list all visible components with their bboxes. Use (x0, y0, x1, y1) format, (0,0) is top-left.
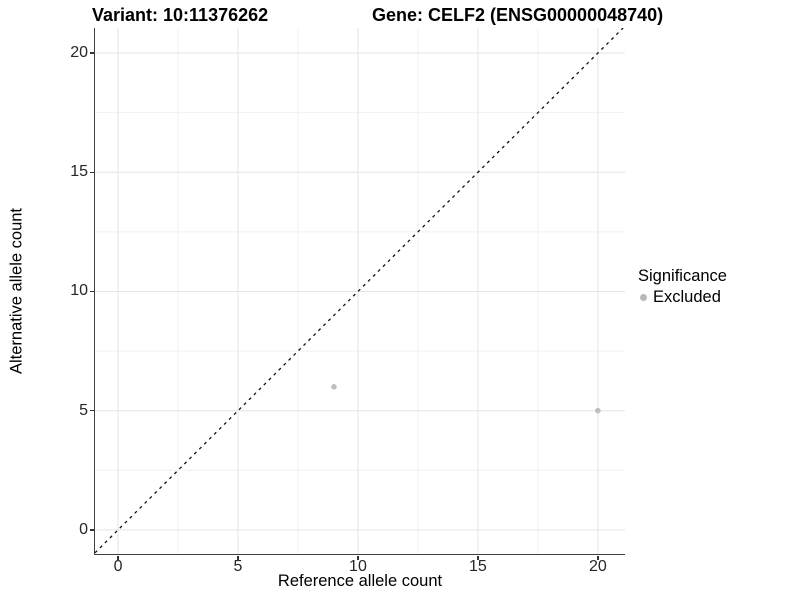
x-tick-label: 20 (588, 558, 607, 575)
plot-title-gene: Gene: CELF2 (ENSG00000048740) (372, 5, 664, 25)
y-axis-label: Alternative allele count (7, 207, 26, 375)
legend-item: Excluded (638, 288, 727, 307)
legend-item-label: Excluded (653, 288, 721, 306)
y-tick-mark (89, 409, 94, 412)
y-tick-label: 10 (70, 282, 88, 300)
plot-panel (93, 28, 625, 555)
y-tick-mark (89, 529, 94, 531)
y-tick-mark (89, 52, 94, 54)
plot-title-variant: Variant: 10:11376262 (92, 5, 269, 25)
y-tick-mark (89, 290, 94, 293)
x-tick-label: 0 (113, 558, 123, 575)
data-point (330, 384, 337, 390)
plot-canvas (94, 28, 625, 554)
x-tick-label: 5 (233, 558, 243, 575)
x-tick-mark (597, 555, 599, 560)
x-tick-label: 15 (469, 558, 487, 575)
x-tick-mark (117, 555, 119, 560)
y-tick-mark (89, 171, 94, 173)
identity-line (94, 28, 624, 554)
legend-items: Excluded (638, 288, 727, 307)
y-tick-label: 15 (70, 163, 88, 181)
data-point (594, 407, 601, 414)
y-tick-label: 0 (79, 520, 88, 538)
legend: Significance Excluded (638, 267, 727, 307)
legend-title: Significance (638, 267, 727, 285)
x-tick-label: 10 (349, 558, 367, 575)
y-tick-label: 20 (70, 44, 88, 62)
x-tick-mark (357, 555, 359, 560)
x-tick-mark (477, 555, 479, 560)
y-tick-label: 5 (79, 401, 88, 419)
legend-point-icon (640, 294, 647, 301)
x-axis-label: Reference allele count (277, 572, 443, 590)
x-tick-mark (237, 555, 239, 560)
